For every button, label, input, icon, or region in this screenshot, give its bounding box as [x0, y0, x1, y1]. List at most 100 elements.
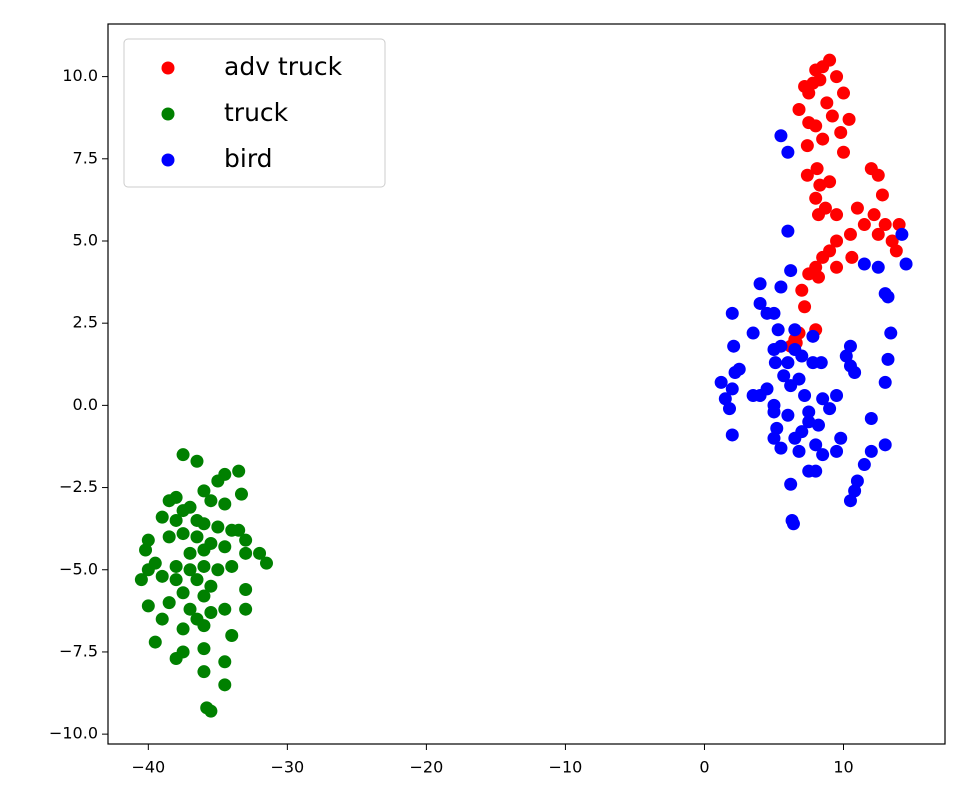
- point: [810, 162, 824, 176]
- point: [811, 418, 825, 432]
- point: [848, 365, 862, 379]
- point: [843, 494, 857, 508]
- x-tick-label: −30: [270, 758, 304, 777]
- point: [714, 375, 728, 389]
- point: [784, 477, 798, 491]
- point: [197, 642, 211, 656]
- point: [183, 563, 197, 577]
- point: [843, 339, 857, 353]
- point: [878, 438, 892, 452]
- legend-label: adv truck: [224, 52, 343, 81]
- point: [218, 540, 232, 554]
- point: [857, 458, 871, 472]
- y-tick-label: −2.5: [59, 477, 98, 496]
- x-tick-label: −40: [131, 758, 165, 777]
- point: [845, 250, 859, 264]
- point: [232, 523, 246, 537]
- y-tick-label: −5.0: [59, 559, 98, 578]
- point: [176, 622, 190, 636]
- point: [814, 356, 828, 370]
- x-tick-label: −10: [549, 758, 583, 777]
- point: [774, 339, 788, 353]
- point: [225, 629, 239, 643]
- point: [767, 398, 781, 412]
- point: [825, 109, 839, 123]
- point: [197, 619, 211, 633]
- point: [239, 582, 253, 596]
- point: [830, 260, 844, 274]
- point: [792, 444, 806, 458]
- point: [781, 408, 795, 422]
- point: [864, 444, 878, 458]
- point: [239, 546, 253, 560]
- point: [795, 349, 809, 363]
- point: [875, 188, 889, 202]
- point: [889, 244, 903, 258]
- point: [211, 520, 225, 534]
- point: [878, 375, 892, 389]
- point: [798, 389, 812, 403]
- point: [895, 227, 909, 241]
- point: [871, 260, 885, 274]
- point: [725, 306, 739, 320]
- point: [842, 112, 856, 126]
- point: [774, 280, 788, 294]
- point: [830, 70, 844, 84]
- point: [155, 510, 169, 524]
- point: [169, 490, 183, 504]
- point: [781, 356, 795, 370]
- point: [204, 579, 218, 593]
- point: [848, 484, 862, 498]
- point: [871, 227, 885, 241]
- point: [232, 464, 246, 478]
- point: [800, 139, 814, 153]
- point: [867, 208, 881, 222]
- point: [823, 402, 837, 416]
- point: [788, 323, 802, 337]
- legend-label: bird: [224, 144, 273, 173]
- point: [767, 431, 781, 445]
- point: [162, 596, 176, 610]
- point: [218, 655, 232, 669]
- point: [839, 349, 853, 363]
- point: [781, 145, 795, 159]
- point: [218, 497, 232, 511]
- point: [183, 602, 197, 616]
- point: [800, 168, 814, 182]
- point: [809, 63, 823, 77]
- point: [767, 306, 781, 320]
- x-tick-label: 0: [699, 758, 709, 777]
- point: [148, 635, 162, 649]
- legend-label: truck: [224, 98, 289, 127]
- point: [725, 382, 739, 396]
- point: [830, 234, 844, 248]
- point: [197, 484, 211, 498]
- point: [792, 372, 806, 386]
- point: [139, 543, 153, 557]
- point: [197, 589, 211, 603]
- point: [850, 474, 864, 488]
- point: [881, 290, 895, 304]
- point: [771, 323, 785, 337]
- point: [816, 392, 830, 406]
- point: [885, 234, 899, 248]
- point: [234, 487, 248, 501]
- point: [169, 573, 183, 587]
- point: [722, 402, 736, 416]
- point: [878, 218, 892, 232]
- point: [218, 602, 232, 616]
- point: [798, 300, 812, 314]
- legend-box: [123, 38, 386, 188]
- point: [176, 527, 190, 541]
- point: [197, 517, 211, 531]
- point: [141, 599, 155, 613]
- point: [141, 533, 155, 547]
- point: [802, 116, 816, 130]
- legend-marker: [161, 61, 175, 75]
- point: [218, 678, 232, 692]
- point: [211, 474, 225, 488]
- point: [176, 448, 190, 462]
- point: [864, 412, 878, 426]
- point: [239, 602, 253, 616]
